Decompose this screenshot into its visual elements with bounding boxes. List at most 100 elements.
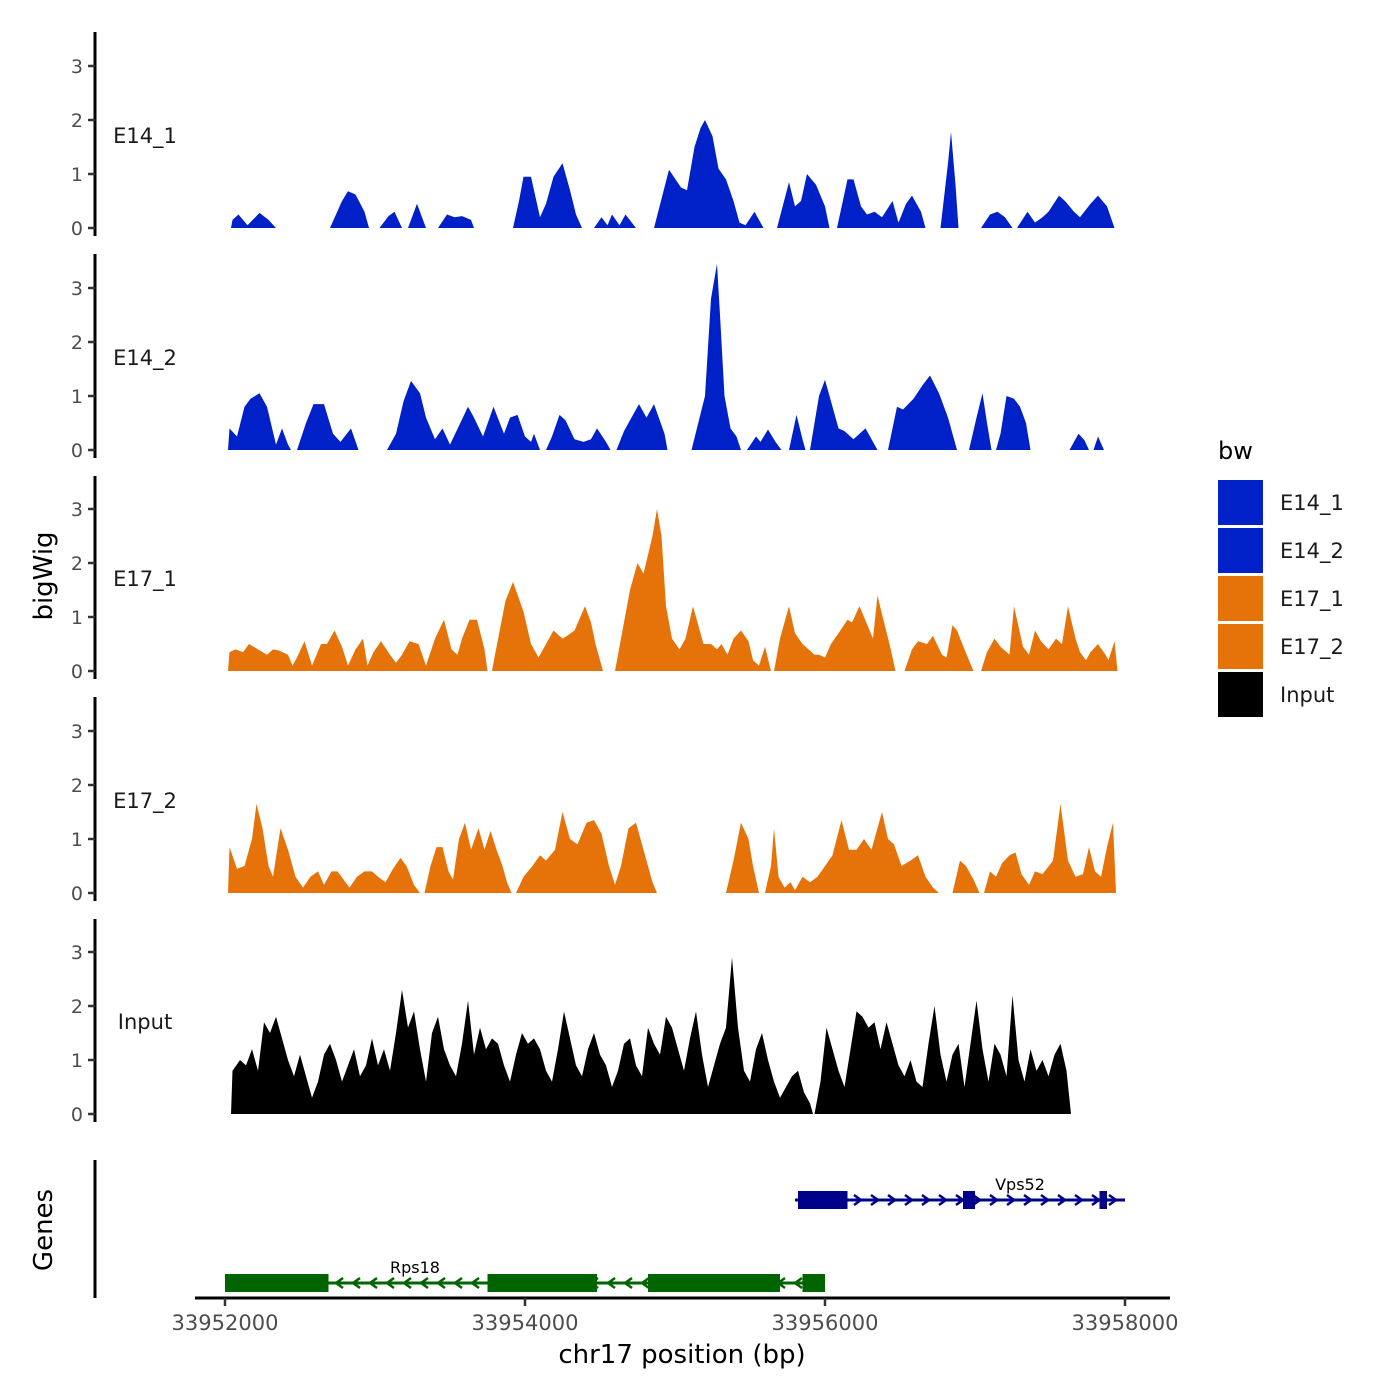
- legend-label: E17_1: [1280, 587, 1344, 612]
- legend-swatch: [1218, 528, 1263, 573]
- track-label: E17_2: [113, 789, 177, 814]
- gene-name-label: Rps18: [390, 1258, 440, 1277]
- strand-arrow-icon: [418, 1276, 429, 1290]
- gene-vps52: Vps52: [795, 1175, 1125, 1209]
- y-tick-label: 0: [71, 440, 83, 462]
- gene-exon: [1099, 1191, 1107, 1209]
- x-tick-label: 33956000: [772, 1311, 879, 1335]
- x-tick-label: 33958000: [1072, 1311, 1179, 1335]
- track-label: Input: [118, 1010, 172, 1034]
- strand-arrow-icon: [1108, 1193, 1119, 1207]
- track-label: E14_1: [113, 124, 177, 149]
- legend-item-input: Input: [1218, 672, 1334, 717]
- genes-axis-title: Genes: [29, 1189, 59, 1271]
- x-axis: 33952000 33954000 33956000 33958000: [172, 1296, 1179, 1335]
- strand-arrow-icon: [401, 1276, 412, 1290]
- signal-area: [228, 803, 1116, 893]
- track-input: 0 1 2 3 Input: [71, 919, 1071, 1126]
- y-tick-label: 0: [71, 1104, 83, 1126]
- y-axis-title: bigWig: [29, 531, 59, 620]
- strand-arrow-icon: [639, 1276, 650, 1290]
- strand-arrow-icon: [1023, 1193, 1034, 1207]
- y-tick-label: 3: [71, 278, 83, 300]
- signal-area: [231, 957, 1071, 1114]
- legend-title: bw: [1218, 437, 1253, 465]
- y-tick-label: 2: [71, 110, 83, 132]
- legend-swatch: [1218, 624, 1263, 669]
- track-e17-2: 0 1 2 3 E17_2: [71, 697, 1116, 905]
- gene-exon: [963, 1191, 975, 1209]
- y-tick-label: 3: [71, 942, 83, 964]
- y-tick-label: 1: [71, 1050, 83, 1072]
- strand-arrow-icon: [870, 1193, 881, 1207]
- signal-area: [231, 120, 1115, 228]
- y-tick-label: 1: [71, 829, 83, 851]
- strand-arrow-icon: [1091, 1193, 1102, 1207]
- gene-exon: [648, 1274, 780, 1292]
- legend-item-e17-1: E17_1: [1218, 576, 1344, 621]
- legend-label: E14_1: [1280, 491, 1344, 516]
- strand-arrow-icon: [469, 1276, 480, 1290]
- strand-arrow-icon: [921, 1193, 932, 1207]
- strand-arrow-icon: [1074, 1193, 1085, 1207]
- strand-arrow-icon: [384, 1276, 395, 1290]
- legend-label: E14_2: [1280, 539, 1344, 564]
- y-tick-label: 3: [71, 721, 83, 743]
- legend-swatch: [1218, 576, 1263, 621]
- strand-arrow-icon: [853, 1193, 864, 1207]
- signal-area: [228, 263, 1104, 450]
- gene-exon: [798, 1191, 848, 1209]
- legend-label: Input: [1280, 683, 1334, 707]
- strand-arrow-icon: [333, 1276, 344, 1290]
- y-tick-label: 3: [71, 56, 83, 78]
- legend-item-e14-2: E14_2: [1218, 528, 1344, 573]
- track-label: E17_1: [113, 567, 177, 592]
- track-e17-1: 0 1 2 3 E17_1: [71, 476, 1118, 683]
- y-tick-label: 2: [71, 332, 83, 354]
- strand-arrow-icon: [989, 1193, 1000, 1207]
- strand-arrow-icon: [452, 1276, 463, 1290]
- strand-arrow-icon: [435, 1276, 446, 1290]
- legend-swatch: [1218, 480, 1263, 525]
- y-tick-label: 0: [71, 661, 83, 683]
- y-tick-label: 0: [71, 883, 83, 905]
- gene-rps18: Rps18: [225, 1258, 825, 1292]
- strand-arrow-icon: [972, 1193, 983, 1207]
- y-tick-label: 2: [71, 996, 83, 1018]
- strand-arrow-icon: [1006, 1193, 1017, 1207]
- x-axis-title: chr17 position (bp): [558, 1340, 805, 1370]
- strand-arrow-icon: [1057, 1193, 1068, 1207]
- track-label: E14_2: [113, 346, 177, 371]
- gene-exon: [802, 1274, 825, 1292]
- track-e14-2: 0 1 2 3 E14_2: [71, 254, 1104, 462]
- strand-arrow-icon: [938, 1193, 949, 1207]
- gene-exon: [487, 1274, 597, 1292]
- y-tick-label: 0: [71, 218, 83, 240]
- y-tick-label: 1: [71, 607, 83, 629]
- y-tick-label: 1: [71, 386, 83, 408]
- strand-arrow-icon: [904, 1193, 915, 1207]
- y-tick-label: 1: [71, 164, 83, 186]
- x-tick-label: 33952000: [172, 1311, 279, 1335]
- strand-arrow-icon: [622, 1276, 633, 1290]
- gene-track: Vps52 Rps18: [93, 1160, 1125, 1298]
- legend-item-e14-1: E14_1: [1218, 480, 1344, 525]
- strand-arrow-icon: [1040, 1193, 1051, 1207]
- gene-name-label: Vps52: [995, 1175, 1045, 1194]
- track-e14-1: 0 1 2 3 E14_1: [71, 32, 1115, 240]
- strand-arrow-icon: [367, 1276, 378, 1290]
- legend: bw E14_1 E14_2 E17_1 E17_2 Input: [1218, 437, 1344, 717]
- y-tick-label: 2: [71, 775, 83, 797]
- strand-arrow-icon: [605, 1276, 616, 1290]
- strand-arrow-icon: [887, 1193, 898, 1207]
- legend-label: E17_2: [1280, 635, 1344, 660]
- signal-tracks: 0 1 2 3 E14_1 0 1 2 3 E14_2 0 1 2 3 E17_1 0 1 2 3 E17_2 0 1 2 3…: [71, 32, 1118, 1126]
- legend-swatch: [1218, 672, 1263, 717]
- gene-exon: [225, 1274, 329, 1292]
- y-tick-label: 3: [71, 499, 83, 521]
- signal-area: [228, 509, 1118, 671]
- legend-item-e17-2: E17_2: [1218, 624, 1344, 669]
- y-tick-label: 2: [71, 553, 83, 575]
- strand-arrow-icon: [792, 1276, 803, 1290]
- x-tick-label: 33954000: [472, 1311, 579, 1335]
